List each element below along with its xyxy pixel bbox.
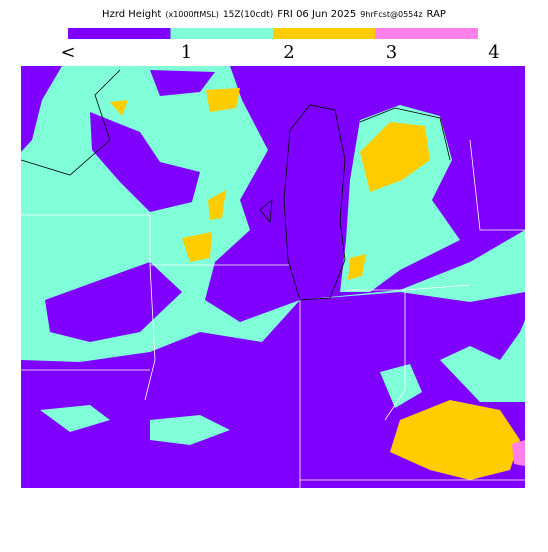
title-part: FRI 06 Jun 2025 (277, 9, 356, 20)
title-part: 15Z(10cdt) (223, 10, 273, 20)
high-hazard-areas (110, 88, 520, 480)
legend: <1 2 3 4 (60, 28, 500, 63)
legend-label: < (60, 42, 75, 63)
coastlines (20, 69, 451, 301)
legend-swatch (273, 28, 376, 39)
legend-swatch (68, 28, 171, 39)
state-borders (21, 139, 525, 488)
legend-label: 4 (488, 42, 499, 63)
very-high-hazard-area (512, 440, 525, 466)
legend-label: 1 (181, 42, 192, 63)
legend-swatch (170, 28, 273, 39)
title-part: RAP (427, 9, 446, 20)
title: Hzrd Height (x1000ftMSL) 15Z(10cdt) FRI 06 … (102, 9, 446, 20)
title-part: (x1000ftMSL) (165, 10, 219, 19)
legend-swatch (375, 28, 478, 39)
title-part: 9hrFcst@0554z (360, 10, 422, 19)
map (20, 66, 525, 488)
title-text: Hzrd Height (x1000ftMSL) 15Z(10cdt) FRI 06 … (102, 9, 446, 20)
legend-label: 2 (283, 42, 294, 63)
legend-label: 3 (386, 42, 397, 63)
title-part: Hzrd Height (102, 9, 161, 20)
